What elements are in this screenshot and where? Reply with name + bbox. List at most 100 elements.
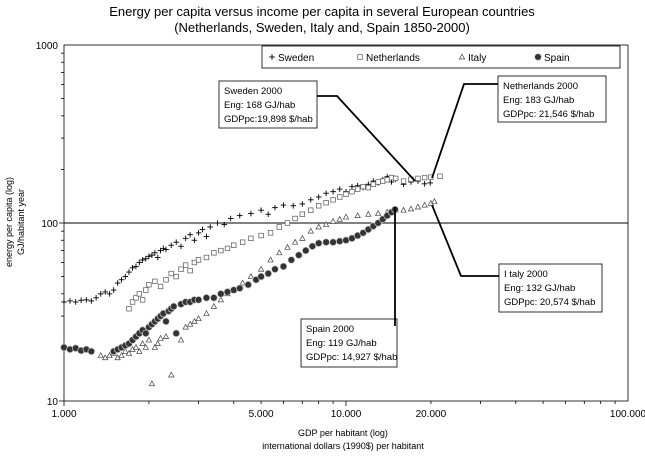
x-tick-label: 100.000 <box>610 409 645 420</box>
sweden-point <box>154 254 161 261</box>
spain-point <box>162 317 170 326</box>
italy-point <box>145 336 153 343</box>
legend-label-spain: Spain <box>544 53 570 64</box>
spain-point <box>87 347 96 356</box>
italy-point <box>195 315 202 322</box>
annotation-text: Eng: 183 GJ/hab <box>503 95 574 106</box>
sweden-point <box>315 194 322 200</box>
sweden-point <box>258 207 264 214</box>
sweden-point <box>173 239 180 246</box>
italy-point <box>162 333 170 339</box>
sweden-point <box>126 269 132 275</box>
italy-point <box>414 203 422 210</box>
spain-point <box>329 238 337 246</box>
x-axis-label: GDP per habitant (log) <box>298 428 388 438</box>
sweden-point <box>207 224 214 230</box>
sweden-point <box>160 245 167 252</box>
annotation-leader <box>431 204 499 277</box>
sweden-point <box>72 299 79 305</box>
italy-point <box>97 352 104 358</box>
annotation-sweden-2000: Sweden 2000 Eng: 168 GJ/hab GDPpc:19,898 $… <box>218 80 416 182</box>
italy-point <box>247 273 255 279</box>
sweden-point <box>142 255 149 262</box>
italy-point <box>342 213 350 220</box>
netherlands-point <box>239 239 246 245</box>
spain-point <box>172 329 180 338</box>
sweden-point <box>67 298 73 304</box>
netherlands-point <box>178 266 184 272</box>
netherlands-point <box>163 277 169 283</box>
netherlands-point <box>126 306 132 312</box>
italy-point <box>365 210 372 217</box>
annotation-text: GDPpc:19,898 $/hab <box>224 114 313 125</box>
netherlands-point <box>168 270 174 277</box>
sweden-point <box>118 276 125 283</box>
netherlands-point <box>316 203 322 209</box>
sweden-point <box>93 294 99 301</box>
italy-point <box>136 347 143 354</box>
sweden-point <box>323 190 329 197</box>
spain-point <box>202 294 211 302</box>
legend-marker-spain <box>534 53 542 61</box>
sweden-point <box>78 297 84 304</box>
italy-point <box>284 243 291 250</box>
spain-point <box>279 262 288 271</box>
netherlands-point <box>187 267 193 274</box>
spain-point <box>295 251 303 259</box>
sweden-point <box>182 235 189 242</box>
y-tick-label: 1000 <box>36 41 59 52</box>
netherlands-point <box>375 179 381 185</box>
legend-marker-italy <box>458 53 466 60</box>
spain-point <box>322 238 330 246</box>
sweden-point <box>152 250 158 256</box>
italy-point <box>168 371 175 378</box>
italy-point <box>276 249 283 256</box>
y-axis-sublabel: GJ/habitant year <box>16 189 26 255</box>
italy-point <box>239 279 246 286</box>
netherlands-point <box>211 250 217 256</box>
netherlands-point <box>393 175 399 182</box>
spain-point <box>308 242 317 251</box>
annotation-leader <box>317 95 416 182</box>
annotation-text: Eng: 119 GJ/hab <box>306 338 377 349</box>
chart-title: Energy per capita versus income per capi… <box>109 4 535 19</box>
annotation-i-taly-2000: I taly 2000 Eng: 132 GJ/hab GDPpc: 20,574 … <box>431 204 603 313</box>
annotation-text: Sweden 2000 <box>224 86 282 97</box>
annotation-text: Spain 2000 <box>306 324 354 335</box>
netherlands-point <box>133 295 139 301</box>
annotation-text: Eng: 132 GJ/hab <box>504 283 575 294</box>
netherlands-point <box>143 287 149 293</box>
sweden-point <box>168 242 175 249</box>
sweden-point <box>280 202 287 208</box>
netherlands-point <box>284 220 291 226</box>
spain-point <box>194 296 203 304</box>
y-axis-label: energy per capita (log) <box>4 177 14 267</box>
italy-point <box>322 221 330 227</box>
italy-point <box>354 212 361 218</box>
sweden-point <box>136 259 143 266</box>
italy-point <box>400 206 407 213</box>
x-tick-label: 20.000 <box>416 409 447 420</box>
sweden-point <box>214 220 221 226</box>
netherlands-point <box>292 215 298 222</box>
netherlands-point <box>203 254 210 261</box>
sweden-point <box>349 183 355 190</box>
italy-point <box>291 238 299 245</box>
netherlands-point <box>129 299 136 305</box>
netherlands-point <box>224 245 231 252</box>
spain-point <box>169 302 178 311</box>
sweden-point <box>149 252 155 258</box>
italy-point <box>299 234 306 241</box>
netherlands-point <box>276 224 282 230</box>
sweden-point <box>122 273 129 280</box>
netherlands-point <box>139 297 146 303</box>
annotations: Sweden 2000 Eng: 168 GJ/hab GDPpc:19,898 $… <box>218 75 607 368</box>
sweden-point <box>139 257 146 263</box>
annotation-text: GDPpc: 20,574 $/hab <box>504 297 595 308</box>
spain-point <box>223 288 232 296</box>
netherlands-point <box>267 230 274 236</box>
sweden-point <box>102 289 109 295</box>
annotation-box <box>218 80 318 129</box>
chart-subtitle: (Netherlands, Sweden, Italy and, Spain 1… <box>174 20 470 35</box>
x-tick-label: 5.000 <box>249 409 274 420</box>
